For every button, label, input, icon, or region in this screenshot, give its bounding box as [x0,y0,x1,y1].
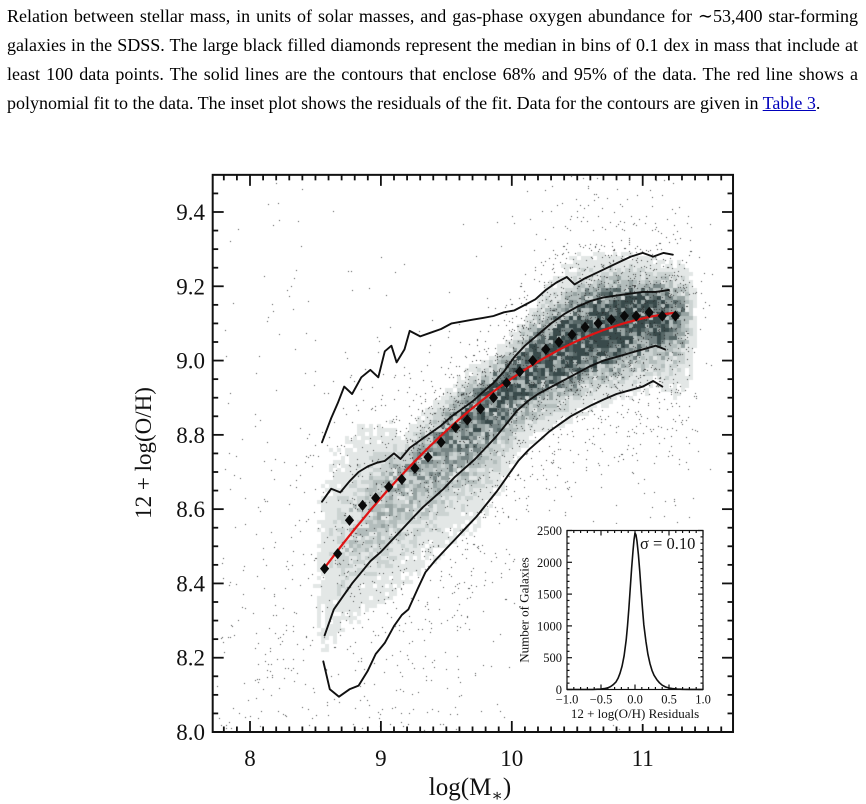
residuals-histogram-line [567,532,704,691]
y-tick-label: 9.0 [176,349,205,374]
inset-x-tick-label: −0.5 [590,693,613,707]
contour-68-lower [323,344,666,637]
median-diamond [541,343,551,355]
inset-x-tick-label: 0.5 [661,693,677,707]
inset-x-axis-title: 12 + log(O/H) Residuals [571,706,699,721]
median-diamond [515,366,525,378]
x-tick-label: 10 [500,746,523,771]
inset-x-tick-label: 0.0 [627,693,643,707]
main-axis-labels: 8 9 10 11 8.0 8.2 8.4 8.6 8.8 9.0 9.2 9.4 12 + log(O… [131,200,654,804]
y-tick-label: 9.2 [176,274,205,299]
x-axis-title: log(M∗) [429,774,511,804]
inset-y-tick-label: 1500 [537,588,562,602]
median-diamond [344,514,355,526]
y-tick-label: 8.8 [176,423,205,448]
plot-svg: 8 9 10 11 8.0 8.2 8.4 8.6 8.8 9.0 9.2 9.4 12 + log(O… [131,173,735,804]
median-diamond [670,310,680,322]
inset-y-tick-label: 2000 [537,556,562,570]
inset-y-axis-title: Number of Galaxies [517,557,532,662]
sigma-annotation: σ = 0.10 [640,534,695,553]
median-diamond [384,481,394,493]
median-diamond [619,310,629,322]
median-diamond [567,329,577,341]
median-diamonds [320,306,680,575]
caption-period: . [815,93,821,113]
y-tick-label: 8.0 [176,720,205,745]
median-diamond [606,314,616,326]
inset-y-tick-label: 0 [556,683,562,697]
median-diamond [333,548,343,560]
median-diamond [371,492,381,504]
median-diamond [410,462,420,474]
inset-background [517,524,716,724]
median-diamond [436,436,446,448]
residuals-inset: −1.0 −0.5 0.0 0.5 1.0 0 500 1000 1500 2000 2500 12 … [517,524,716,724]
inset-y-tick-label: 2500 [537,524,562,538]
median-diamond [450,421,461,433]
median-diamond [462,414,472,426]
inset-y-tick-label: 1000 [537,619,562,633]
y-tick-label: 8.6 [176,497,205,522]
caption-text: Relation between stellar mass, in units … [7,6,858,113]
median-diamond [554,336,564,348]
median-diamond [580,321,590,333]
median-diamond [320,563,330,575]
median-diamond [644,306,654,318]
median-diamond [502,377,512,389]
contour-lines [321,251,674,698]
polynomial-fit-line [323,311,675,569]
x-tick-label: 9 [375,746,387,771]
figure-caption: Relation between stellar mass, in units … [7,2,858,118]
y-axis-title: 12 + log(O/H) [131,387,156,519]
median-diamond [358,499,368,511]
mass-metallicity-figure: 8 9 10 11 8.0 8.2 8.4 8.6 8.8 9.0 9.2 9.4 12 + log(O… [0,158,866,804]
y-tick-label: 8.2 [176,646,205,671]
inset-labels: −1.0 −0.5 0.0 0.5 1.0 0 500 1000 1500 2000 2500 12 … [517,524,711,721]
median-diamond [488,392,499,404]
contour-95-lower [322,380,664,698]
median-diamond [475,403,485,415]
y-tick-label: 9.4 [176,200,205,225]
contour-68-upper [321,289,670,503]
inset-x-tick-label: 1.0 [695,693,711,707]
median-diamond [657,310,667,322]
median-diamond [631,310,641,322]
inset-x-tick-label: −1.0 [556,693,579,707]
contour-95-upper [321,251,674,444]
median-diamond [593,317,603,329]
median-diamond [528,355,538,367]
median-diamond [397,473,407,485]
main-axes [211,173,735,734]
median-diamond [423,451,433,463]
x-tick-label: 11 [632,746,654,771]
table-3-link[interactable]: Table 3 [762,93,816,113]
y-tick-label: 8.4 [176,571,205,596]
inset-y-tick-label: 500 [543,651,562,665]
x-tick-label: 8 [244,746,256,771]
